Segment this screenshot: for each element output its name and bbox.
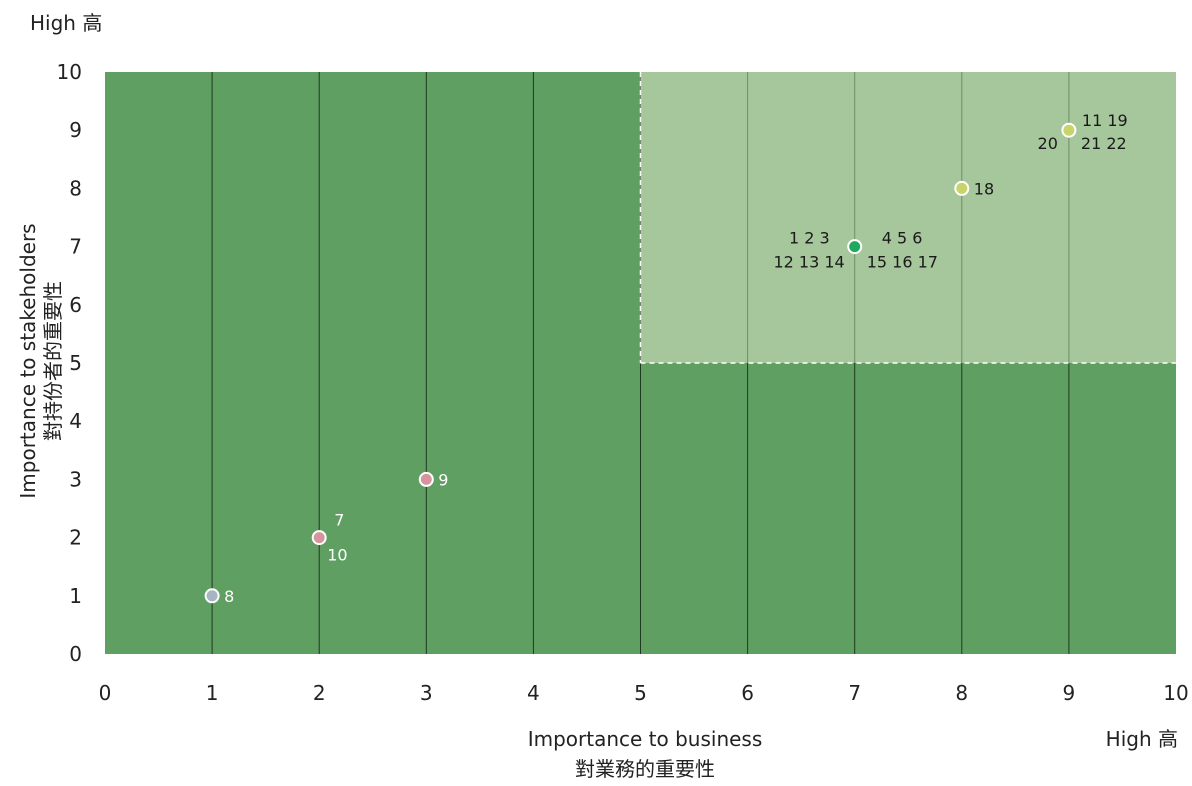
y-tick-label: 0 bbox=[69, 642, 82, 666]
x-tick-label: 5 bbox=[634, 681, 647, 705]
y-tick-label: 10 bbox=[57, 60, 82, 84]
x-tick-label: 4 bbox=[527, 681, 540, 705]
x-tick-label: 9 bbox=[1063, 681, 1076, 705]
point-label: 4 5 6 bbox=[882, 229, 923, 248]
y-tick-label: 4 bbox=[69, 409, 82, 433]
point-label: 21 22 bbox=[1081, 134, 1127, 153]
point-label: 12 13 14 bbox=[773, 253, 844, 272]
data-point-2 bbox=[313, 531, 326, 544]
y-tick-label: 3 bbox=[69, 467, 82, 491]
y-tick-label: 8 bbox=[69, 176, 82, 200]
point-label: 18 bbox=[974, 179, 994, 198]
y-axis-high-label: High 高 bbox=[30, 11, 102, 35]
x-axis-label: Importance to business bbox=[528, 727, 763, 751]
x-tick-label: 3 bbox=[420, 681, 433, 705]
y-tick-label: 7 bbox=[69, 235, 82, 259]
x-tick-label: 7 bbox=[848, 681, 861, 705]
x-axis-ticks: 0 1 2 3 4 5 6 7 8 9 10 bbox=[99, 681, 1189, 705]
point-label: 20 bbox=[1038, 134, 1058, 153]
y-tick-label: 9 bbox=[69, 118, 82, 142]
data-point-3 bbox=[420, 473, 433, 486]
point-label: 7 bbox=[334, 511, 344, 530]
x-axis-label-zh: 對業務的重要性 bbox=[575, 757, 715, 781]
y-tick-label: 5 bbox=[69, 351, 82, 375]
point-label: 15 16 17 bbox=[867, 253, 938, 272]
x-tick-label: 10 bbox=[1163, 681, 1188, 705]
x-tick-label: 1 bbox=[206, 681, 219, 705]
point-label: 9 bbox=[438, 470, 448, 489]
point-label: 1 2 3 bbox=[789, 229, 830, 248]
x-axis-high-label: High 高 bbox=[1106, 727, 1178, 751]
y-tick-label: 6 bbox=[69, 293, 82, 317]
y-tick-label: 1 bbox=[69, 584, 82, 608]
point-label: 11 19 bbox=[1082, 111, 1128, 130]
x-tick-label: 0 bbox=[99, 681, 112, 705]
x-tick-label: 2 bbox=[313, 681, 326, 705]
point-label: 10 bbox=[327, 546, 347, 565]
data-point-6 bbox=[1062, 124, 1075, 137]
data-point-5 bbox=[955, 182, 968, 195]
y-axis-label-zh: 對持份者的重要性 bbox=[41, 281, 65, 441]
data-point-4 bbox=[848, 240, 861, 253]
y-tick-label: 2 bbox=[69, 526, 82, 550]
point-label: 8 bbox=[224, 587, 234, 606]
x-tick-label: 6 bbox=[741, 681, 754, 705]
x-tick-label: 8 bbox=[955, 681, 968, 705]
data-point-1 bbox=[206, 589, 219, 602]
y-axis-label: Importance to stakeholders bbox=[16, 223, 40, 498]
